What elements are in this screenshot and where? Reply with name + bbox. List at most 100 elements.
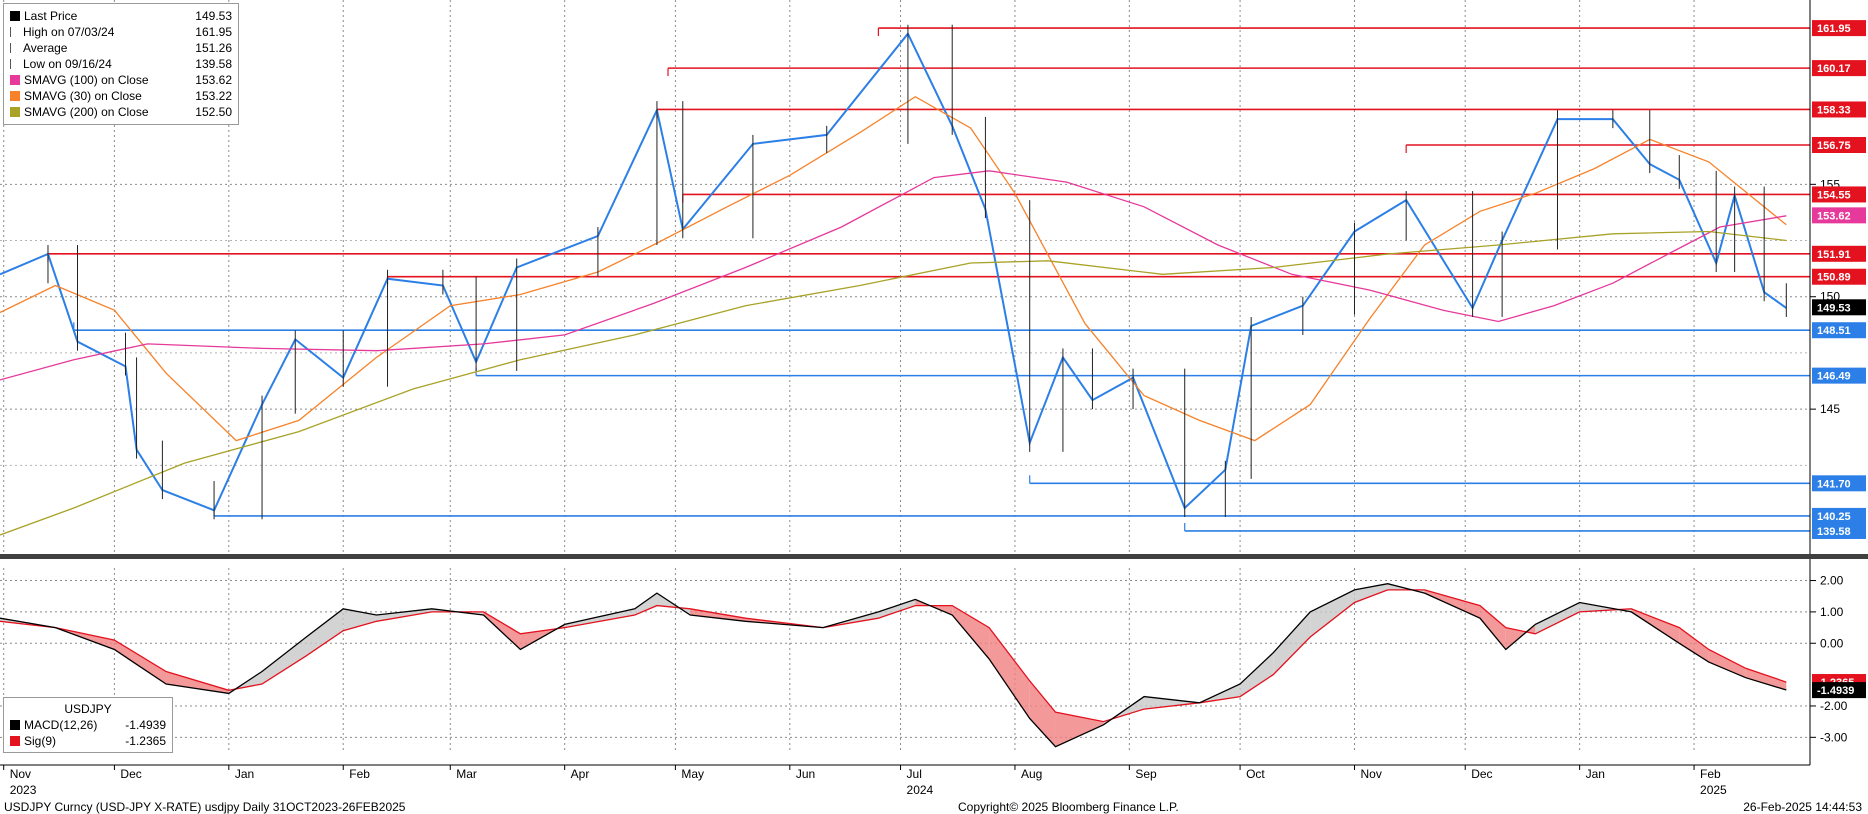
- macd-histogram-fill: [1745, 668, 1787, 690]
- macd-histogram-fill: [1354, 583, 1388, 603]
- macd-histogram-fill: [1535, 602, 1580, 634]
- legend-label: MACD(12,26): [24, 718, 98, 732]
- legend-swatch: [10, 11, 20, 21]
- macd-series: [0, 583, 1787, 748]
- month-label: Nov: [1360, 767, 1381, 781]
- macd-histogram-fill: [376, 608, 432, 622]
- price-tag-label: 156.75: [1817, 140, 1851, 152]
- month-label: Apr: [571, 767, 590, 781]
- panel-divider: [0, 554, 1868, 559]
- legend-swatch: [10, 43, 19, 53]
- legend-swatch: [10, 27, 19, 37]
- legend-row: Sig(9) -1.2365: [10, 733, 166, 749]
- month-label: Aug: [1021, 767, 1042, 781]
- price-tag-box: [1812, 682, 1866, 699]
- macd-legend: USDJPY MACD(12,26) -1.4939 Sig(9) -1.2365: [3, 697, 173, 753]
- price-tag-box: [1812, 367, 1866, 384]
- price-tag-box: [1812, 322, 1866, 339]
- macd-histogram-fill: [343, 608, 377, 631]
- macd-histogram-fill: [1631, 608, 1680, 644]
- macd-histogram-fill: [166, 671, 229, 694]
- legend-swatch: [10, 75, 20, 85]
- macd-histogram-fill: [1505, 624, 1536, 650]
- macd-tick-label: -3.00: [1820, 730, 1848, 744]
- price-tag-box: [1812, 20, 1866, 37]
- legend-value: 153.22: [195, 89, 232, 103]
- month-label: Dec: [1471, 767, 1492, 781]
- macd-histogram-fill: [878, 599, 916, 619]
- price-tag-label: 153.62: [1817, 210, 1851, 222]
- macd-histogram-fill: [1479, 605, 1506, 650]
- macd-histogram-fill: [306, 608, 344, 656]
- legend-value: -1.4939: [125, 718, 166, 732]
- price-tag-label: 140.25: [1817, 511, 1851, 523]
- legend-row: SMAVG (30) on Close 153.22: [10, 88, 232, 104]
- month-label: Nov: [10, 767, 31, 781]
- legend-swatch: [10, 107, 20, 117]
- price-tag-label: 141.70: [1817, 478, 1851, 490]
- macd-tick-label: -2.00: [1820, 699, 1848, 713]
- legend-row: Average 151.26: [10, 40, 232, 56]
- moving-average-line: [0, 95, 1787, 442]
- price-tag-box: [1812, 245, 1866, 262]
- price-tag-label: 154.55: [1817, 189, 1851, 201]
- year-label: 2023: [10, 783, 37, 797]
- month-label: May: [681, 767, 704, 781]
- macd-grid: [0, 568, 1810, 753]
- month-label: Jan: [1586, 767, 1605, 781]
- moving-average-line: [0, 230, 1787, 536]
- price-tag-box: [1812, 507, 1866, 524]
- macd-histogram-fill: [634, 593, 657, 616]
- price-tag-box: [1812, 299, 1866, 316]
- month-label: Jan: [235, 767, 254, 781]
- price-tag-box: [1812, 207, 1866, 224]
- macd-histogram-fill: [1310, 589, 1355, 637]
- price-tag-label: 148.51: [1817, 325, 1851, 337]
- macd-histogram-fill: [989, 627, 1030, 719]
- price-tag-label: 158.33: [1817, 104, 1851, 116]
- signal-line: [0, 589, 1787, 723]
- macd-histogram-fill: [262, 636, 307, 685]
- legend-label: High on 07/03/24: [23, 25, 115, 39]
- price-tag-label: 151.91: [1817, 249, 1851, 261]
- legend-value: 139.58: [195, 57, 232, 71]
- legend-swatch: [10, 736, 20, 746]
- legend-swatch: [10, 720, 20, 730]
- footer-copyright: Copyright© 2025 Bloomberg Finance L.P.: [958, 800, 1179, 814]
- legend-label: Sig(9): [24, 734, 57, 748]
- price-tag-box: [1812, 136, 1866, 153]
- legend-row: MACD(12,26) -1.4939: [10, 717, 166, 733]
- support-resistance-levels: [47, 27, 1810, 532]
- macd-histogram-fill: [1240, 652, 1274, 697]
- legend-label: SMAVG (30) on Close: [24, 89, 142, 103]
- macd-histogram-fill: [1424, 589, 1480, 619]
- moving-average-line: [0, 170, 1787, 381]
- year-label: 2024: [907, 783, 934, 797]
- macd-histogram-fill: [564, 608, 635, 628]
- price-tick-label: 145: [1820, 402, 1840, 416]
- macd-histogram-fill: [1273, 611, 1311, 675]
- price-tag-box: [1812, 186, 1866, 203]
- macd-histogram-fill: [1679, 627, 1709, 663]
- legend-row: Last Price 149.53: [10, 8, 232, 24]
- price-tag-label: 161.95: [1817, 23, 1851, 35]
- legend-value: 161.95: [195, 25, 232, 39]
- price-tag-box: [1812, 522, 1866, 539]
- month-label: Sep: [1135, 767, 1157, 781]
- macd-histogram-fill: [114, 640, 167, 685]
- macd-histogram-fill: [1708, 649, 1746, 678]
- price-tag-label: 160.17: [1817, 63, 1851, 75]
- legend-label: SMAVG (200) on Close: [24, 105, 149, 119]
- legend-swatch: [10, 91, 20, 101]
- legend-swatch: [10, 59, 19, 69]
- month-label: Mar: [456, 767, 477, 781]
- legend-label: Last Price: [24, 9, 78, 23]
- macd-histogram-fill: [952, 605, 990, 659]
- macd-histogram-fill: [690, 608, 746, 622]
- macd-histogram-fill: [1055, 712, 1104, 747]
- macd-tick-label: 0.00: [1820, 636, 1844, 650]
- legend-row: Low on 09/16/24 139.58: [10, 56, 232, 72]
- footer-security-info: USDJPY Curncy (USD-JPY X-RATE) usdjpy Da…: [4, 800, 406, 814]
- legend-value: -1.2365: [125, 734, 166, 748]
